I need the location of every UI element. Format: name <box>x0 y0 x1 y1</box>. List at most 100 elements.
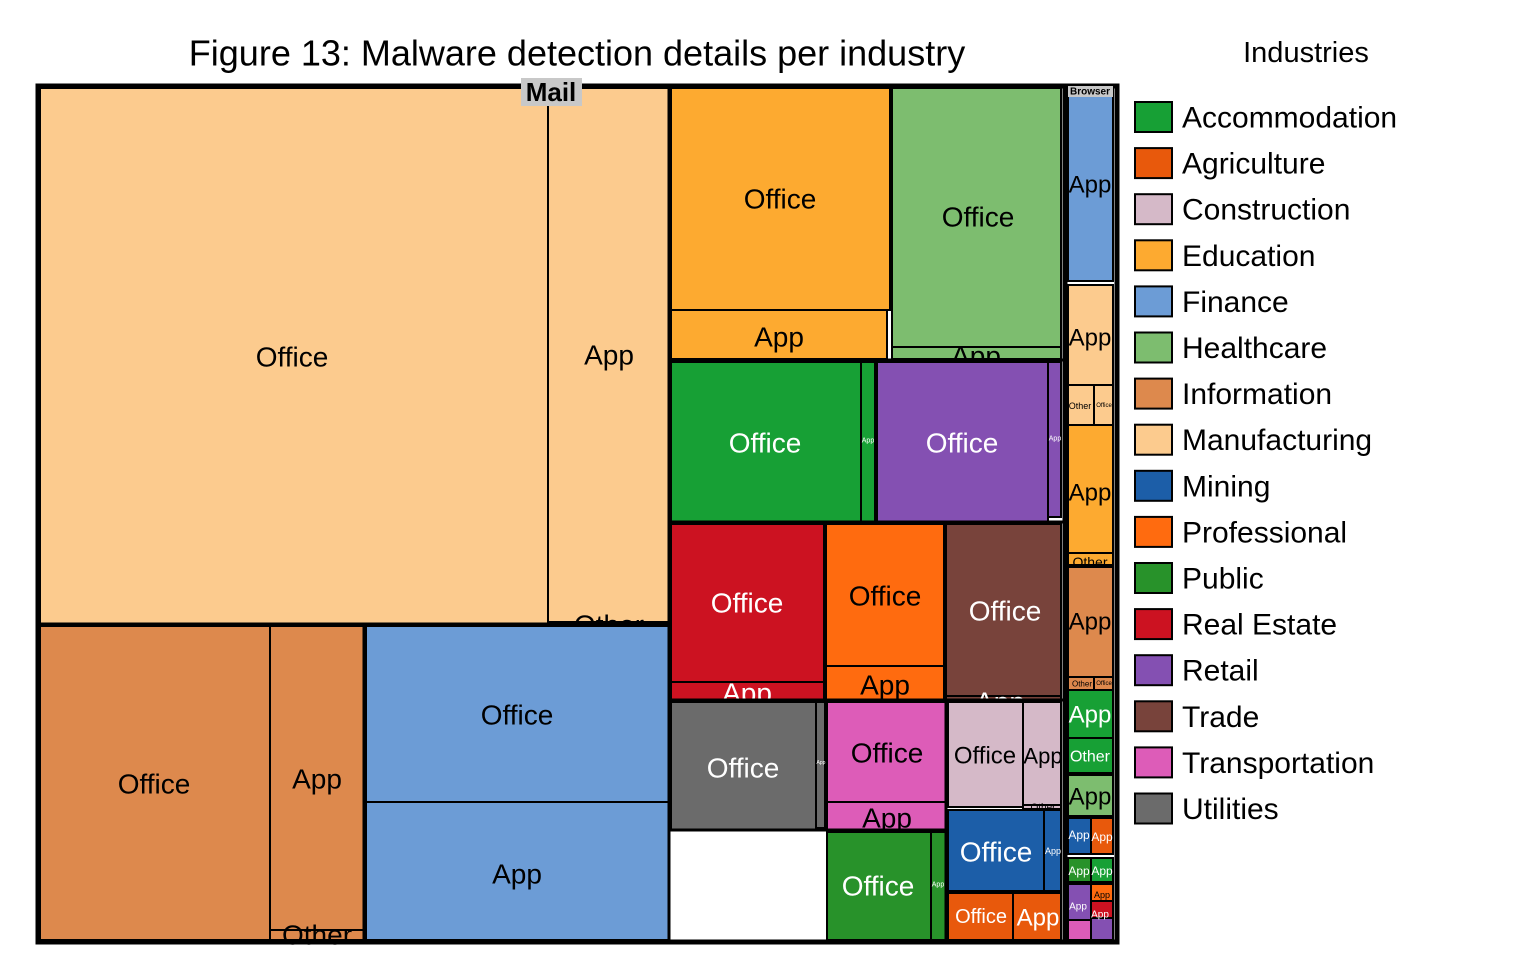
legend-swatch-information <box>1134 377 1173 410</box>
label-education-office: Office <box>744 184 817 215</box>
label-browser-manufacturing-other-2: Other <box>1069 401 1092 411</box>
legend-swatch-accommodation <box>1134 101 1173 133</box>
legend-label-finance: Finance <box>1182 286 1289 319</box>
label-utilities-app: App <box>817 760 826 766</box>
label-accommodation-office: Office <box>729 428 802 459</box>
mail-label-bg <box>521 78 582 106</box>
cell-mining-app <box>1043 809 1062 892</box>
label-education-app: App <box>754 322 804 353</box>
label-browser-accommodation-other-10: Other <box>1070 749 1111 766</box>
cell-browser-agriculture-app-13 <box>1090 817 1114 855</box>
cell-transportation-office <box>826 701 947 803</box>
label-trade-office: Office <box>969 596 1042 627</box>
cell-agriculture-app <box>1012 892 1062 941</box>
cell-browser-manufacturing-app-1 <box>1067 284 1114 386</box>
cell-browser-education-other-5 <box>1067 552 1114 566</box>
browser-label-bg <box>1068 86 1113 97</box>
cell-retail-app <box>1047 361 1062 518</box>
cell-retail-office <box>876 361 1049 523</box>
legend-label-healthcare: Healthcare <box>1182 332 1327 365</box>
legend-swatch-finance <box>1134 285 1173 318</box>
label-browser-mining-app-12: App <box>1068 828 1090 842</box>
label-healthcare-office: Office <box>942 202 1015 233</box>
label-browser-accommodation-app-9: App <box>1069 702 1112 729</box>
label-browser-information-other-7: Other <box>1072 680 1092 689</box>
label-information-office: Office <box>118 769 191 800</box>
legend-label-public: Public <box>1182 563 1264 596</box>
cell-browser-accommodation-other-10 <box>1067 737 1114 774</box>
label-transportation-office: Office <box>851 738 924 769</box>
legend-label-real-estate: Real Estate <box>1182 609 1337 642</box>
label-browser-manufacturing-app-1: App <box>1069 325 1112 352</box>
cell-public-office <box>826 831 932 941</box>
cell-browser-education-app-4 <box>1067 424 1114 554</box>
label-browser-manufacturing-office-3: Office <box>1096 403 1112 409</box>
group-label-browser: Browser <box>1070 87 1110 98</box>
legend-swatch-real-estate <box>1134 608 1173 641</box>
label-public-app: App <box>932 882 945 889</box>
label-agriculture-office: Office <box>955 906 1007 928</box>
label-browser-public-app-14: App <box>1068 864 1090 878</box>
label-manufacturing-app: App <box>584 340 634 371</box>
legend-swatch-healthcare <box>1134 331 1173 364</box>
label-construction-app: App <box>1023 744 1062 769</box>
cell-finance-office <box>365 625 670 803</box>
label-browser-education-app-4: App <box>1069 480 1112 507</box>
label-retail-app: App <box>1049 436 1062 443</box>
legend-label-utilities: Utilities <box>1182 793 1279 826</box>
cell-mining-office <box>947 809 1045 892</box>
label-mining-office: Office <box>960 837 1033 868</box>
cell-professional-app <box>825 665 945 701</box>
legend-label-information: Information <box>1182 378 1332 411</box>
label-real-estate-office: Office <box>711 588 784 619</box>
cell-construction-office <box>947 701 1024 808</box>
cell-manufacturing-office <box>39 87 549 626</box>
legend-swatch-agriculture <box>1134 147 1173 180</box>
cell-utilities-app <box>815 701 826 829</box>
cell-trade-office <box>945 523 1062 697</box>
label-browser-real-estate-app-18: App <box>1091 910 1109 921</box>
label-browser-information-app-6: App <box>1069 609 1112 636</box>
legend-swatch-mining <box>1134 469 1173 502</box>
legend-label-accommodation: Accommodation <box>1182 102 1397 135</box>
group-label-mail: Mail <box>526 77 577 107</box>
label-browser-finance-app-0: App <box>1069 172 1112 199</box>
cell-browser-healthcare-app-11 <box>1067 774 1114 817</box>
cell-utilities-office <box>670 701 817 831</box>
cell-browser-accommodation-app-16 <box>1090 857 1114 883</box>
label-information-other: Other <box>282 920 352 951</box>
legend-swatch-utilities <box>1134 792 1173 825</box>
label-professional-app: App <box>860 670 910 701</box>
cell-finance-app <box>365 801 670 941</box>
label-finance-app: App <box>492 859 542 890</box>
legend-swatch-retail <box>1134 654 1173 687</box>
legend-swatch-manufacturing <box>1134 423 1173 456</box>
label-browser-accommodation-app-16: App <box>1091 864 1113 878</box>
legend-swatch-education <box>1134 239 1173 272</box>
legend-title: Industries <box>1243 37 1369 69</box>
cell-construction-app <box>1022 701 1062 806</box>
label-construction-other: Other <box>1030 803 1056 814</box>
label-utilities-office: Office <box>707 753 780 784</box>
legend-label-professional: Professional <box>1182 516 1347 549</box>
browser-filler-cell-1 <box>1067 919 1092 941</box>
label-construction-office: Office <box>954 743 1016 770</box>
chart-title: Figure 13: Malware detection details per… <box>189 33 965 74</box>
treemap-cells: Office App Other Office App Other Office App Off… <box>39 87 1114 951</box>
legend-label-mining: Mining <box>1182 470 1270 503</box>
legend-swatch-trade <box>1134 700 1173 733</box>
label-information-app: App <box>292 764 342 795</box>
label-browser-professional-app-17: App <box>1094 890 1110 900</box>
label-public-office: Office <box>842 871 915 902</box>
label-browser-retail-app-15: App <box>1069 902 1087 913</box>
cell-browser-real-estate-app-18 <box>1090 900 1114 919</box>
label-accommodation-app: App <box>862 438 875 445</box>
legend: Industries Accommodation Agriculture Const… <box>1134 37 1397 826</box>
legend-label-agriculture: Agriculture <box>1182 148 1325 181</box>
legend-label-transportation: Transportation <box>1182 747 1374 780</box>
label-manufacturing-office: Office <box>256 342 329 373</box>
label-browser-information-office-8: Office <box>1096 681 1112 687</box>
label-browser-healthcare-app-11: App <box>1069 784 1112 811</box>
cell-manufacturing-app <box>547 87 670 623</box>
